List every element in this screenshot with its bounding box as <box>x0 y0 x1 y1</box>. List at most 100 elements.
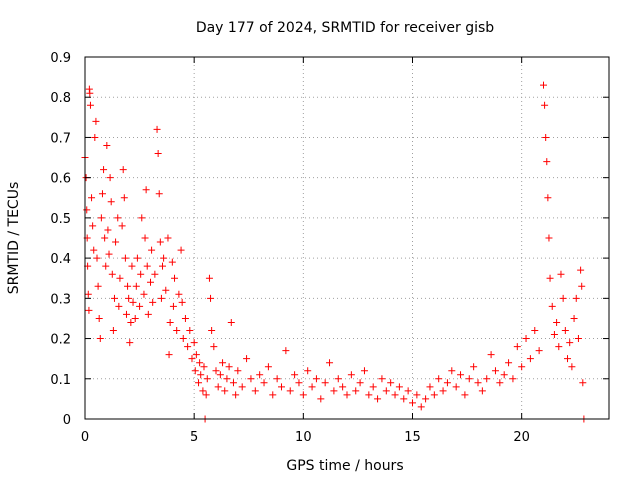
data-point <box>295 379 303 387</box>
y-tick-label: 0.2 <box>50 333 71 348</box>
data-point <box>541 101 549 109</box>
data-point <box>452 383 460 391</box>
y-tick-label: 0.4 <box>50 252 71 267</box>
data-point <box>439 387 447 395</box>
data-point <box>136 302 144 310</box>
data-point <box>153 125 161 133</box>
data-point <box>474 379 482 387</box>
data-point <box>96 335 104 343</box>
y-axis-label: SRMTID / TECUs <box>6 182 22 295</box>
data-point <box>522 335 530 343</box>
data-point <box>169 302 177 310</box>
data-point <box>173 327 181 335</box>
data-point <box>378 375 386 383</box>
data-point <box>347 371 355 379</box>
data-point <box>115 302 123 310</box>
data-point <box>156 238 164 246</box>
data-point <box>278 383 285 391</box>
data-point <box>141 234 149 242</box>
data-point <box>544 194 552 202</box>
data-point <box>247 375 255 383</box>
axis-tick-labels: 0 5 10 15 20 0 0.1 0.2 0.3 0.4 0.5 0.6 0.7 0.8 0.9 <box>50 51 530 445</box>
data-point <box>188 355 196 363</box>
data-point <box>97 214 105 222</box>
data-point <box>400 395 408 403</box>
axis-ticks <box>84 56 609 420</box>
data-point <box>181 314 189 322</box>
data-point <box>197 371 205 379</box>
data-point <box>166 318 174 326</box>
data-point <box>200 363 208 371</box>
data-point <box>149 298 157 306</box>
data-point <box>509 375 517 383</box>
grid <box>85 57 609 419</box>
data-point <box>443 379 451 387</box>
data-point <box>387 379 395 387</box>
data-point <box>164 234 172 242</box>
data-point <box>159 262 167 270</box>
data-point <box>208 327 216 335</box>
data-point <box>203 375 211 383</box>
data-point <box>417 403 425 411</box>
data-point <box>191 367 199 375</box>
data-point <box>559 294 567 302</box>
data-point <box>171 274 179 282</box>
data-point <box>568 363 576 371</box>
data-point <box>282 347 290 355</box>
data-point <box>219 359 227 367</box>
x-tick-label: 20 <box>513 430 530 445</box>
data-point <box>291 371 299 379</box>
data-point <box>207 294 215 302</box>
data-point <box>577 266 585 274</box>
data-point <box>500 371 508 379</box>
data-point <box>579 379 587 387</box>
data-point <box>339 383 347 391</box>
data-point <box>112 238 120 246</box>
data-point <box>561 327 569 335</box>
data-point <box>505 359 513 367</box>
data-point <box>360 367 368 375</box>
data-point <box>566 339 574 347</box>
data-point <box>124 282 132 290</box>
data-point <box>382 387 390 395</box>
data-point <box>317 395 325 403</box>
data-point <box>119 166 127 174</box>
data-point <box>100 166 108 174</box>
data-point <box>238 383 246 391</box>
data-point <box>369 383 377 391</box>
data-point <box>92 117 100 125</box>
data-point <box>356 379 364 387</box>
data-point <box>127 318 135 326</box>
data-point <box>542 133 550 141</box>
data-point <box>160 254 168 262</box>
data-point <box>122 310 130 318</box>
data-point <box>232 391 240 399</box>
data-point <box>535 347 543 355</box>
data-point <box>88 194 96 202</box>
data-point <box>165 351 173 359</box>
data-point <box>126 339 134 347</box>
data-point <box>205 274 213 282</box>
data-point <box>299 391 307 399</box>
data-points <box>81 81 588 423</box>
data-point <box>518 363 526 371</box>
data-point <box>413 391 421 399</box>
data-point <box>334 375 342 383</box>
data-point <box>555 343 563 351</box>
data-point <box>496 379 504 387</box>
data-point <box>553 318 561 326</box>
data-point <box>564 355 572 363</box>
data-point <box>190 339 198 347</box>
data-point <box>138 214 146 222</box>
data-point <box>550 331 558 339</box>
y-tick-label: 0.7 <box>50 131 71 146</box>
data-point <box>179 335 187 343</box>
data-point <box>129 298 137 306</box>
data-point <box>461 391 469 399</box>
data-point <box>177 246 185 254</box>
data-point <box>102 262 110 270</box>
x-tick-label: 0 <box>81 430 89 445</box>
data-point <box>132 282 140 290</box>
data-point <box>430 391 438 399</box>
data-point <box>330 387 338 395</box>
